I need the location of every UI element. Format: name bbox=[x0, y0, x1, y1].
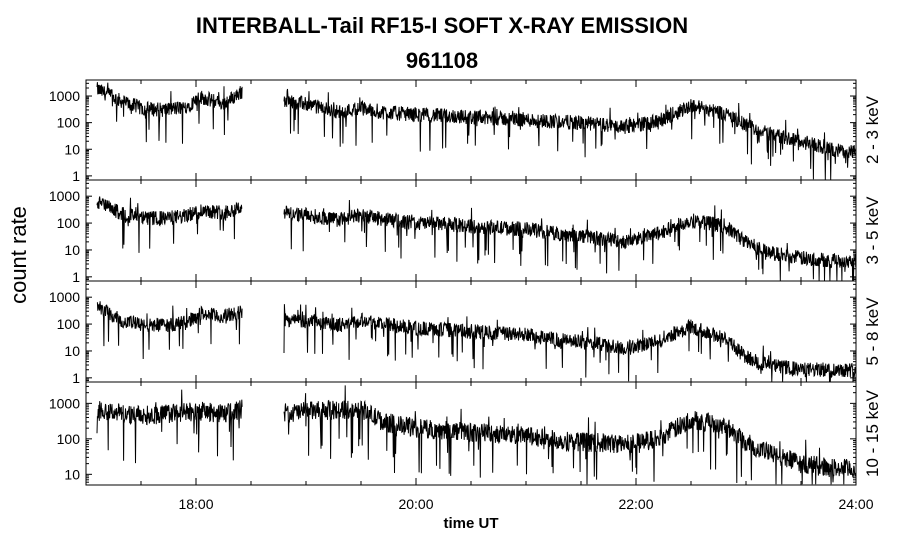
series-line bbox=[96, 301, 243, 360]
x-tick-label: 20:00 bbox=[398, 496, 433, 512]
series-line bbox=[283, 88, 857, 180]
series-line bbox=[283, 304, 857, 382]
y-tick-label: 100 bbox=[57, 215, 81, 231]
series-line bbox=[96, 196, 243, 253]
x-tick-label: 18:00 bbox=[178, 496, 213, 512]
y-tick-label: 1 bbox=[72, 370, 80, 386]
y-tick-label: 10 bbox=[64, 242, 80, 258]
y-axis-label: count rate bbox=[6, 206, 31, 304]
y-tick-label: 10 bbox=[64, 141, 80, 157]
y-tick-label: 1000 bbox=[49, 88, 80, 104]
y-tick-label: 1 bbox=[72, 168, 80, 184]
channel-label: 2 - 3 keV bbox=[863, 95, 882, 164]
y-tick-label: 100 bbox=[57, 431, 81, 447]
x-tick-label: 22:00 bbox=[618, 496, 653, 512]
y-tick-label: 100 bbox=[57, 115, 81, 131]
y-tick-label: 10 bbox=[64, 466, 80, 482]
y-tick-label: 1000 bbox=[49, 289, 80, 305]
x-tick-label: 24:00 bbox=[838, 496, 873, 512]
series-line bbox=[96, 82, 243, 144]
series-line bbox=[96, 389, 243, 464]
channel-label: 10 - 15 keV bbox=[863, 389, 882, 477]
y-tick-label: 1000 bbox=[49, 188, 80, 204]
series-line bbox=[283, 385, 857, 485]
y-tick-label: 10 bbox=[64, 343, 80, 359]
y-tick-label: 1000 bbox=[49, 395, 80, 411]
series-line bbox=[283, 199, 857, 281]
y-tick-label: 100 bbox=[57, 316, 81, 332]
channel-label: 5 - 8 keV bbox=[863, 297, 882, 366]
chart-subtitle: 961108 bbox=[405, 48, 479, 73]
y-tick-label: 1 bbox=[72, 269, 80, 285]
x-axis-label: time UT bbox=[443, 515, 498, 532]
channel-label: 3 - 5 keV bbox=[863, 196, 882, 265]
chart-title: INTERBALL-Tail RF15-I SOFT X-RAY EMISSIO… bbox=[195, 13, 689, 38]
